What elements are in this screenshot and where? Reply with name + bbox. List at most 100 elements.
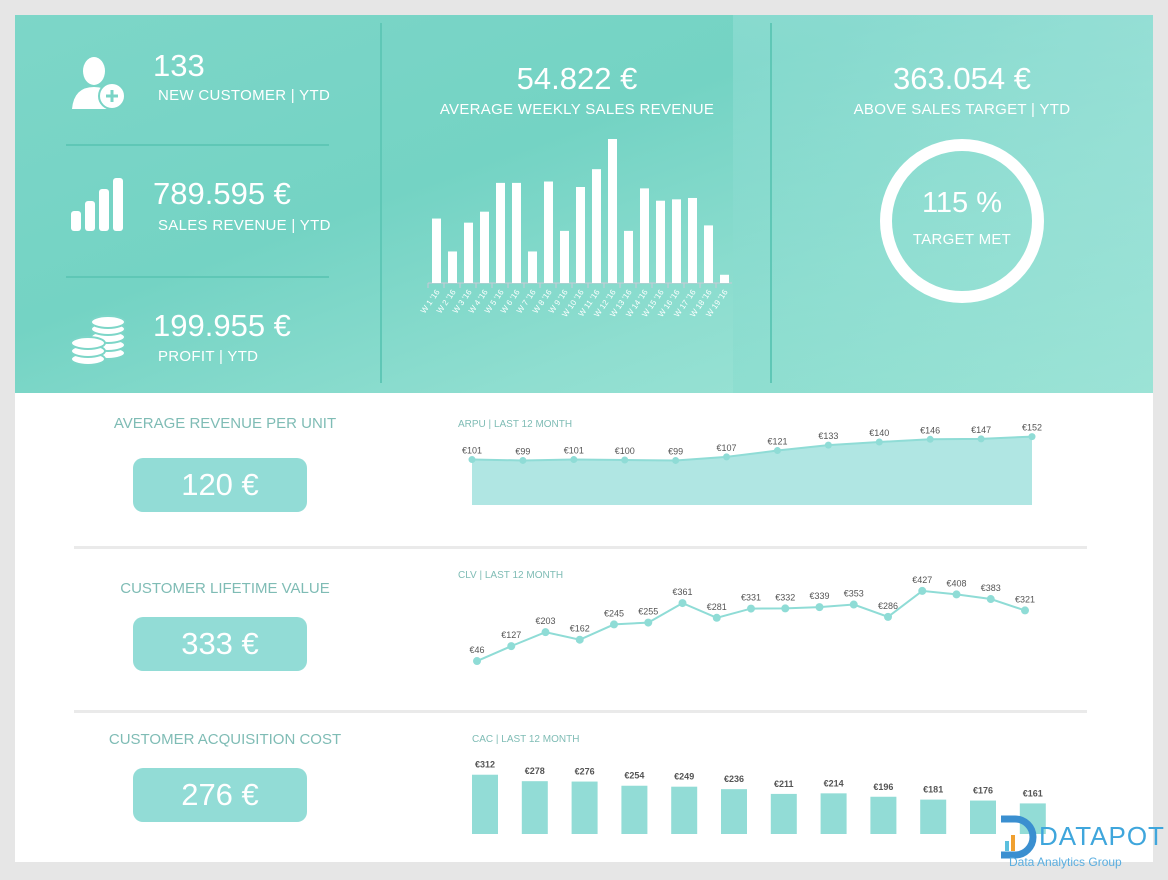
data-point <box>507 642 516 651</box>
data-label: €331 <box>741 593 761 603</box>
data-label: €181 <box>923 785 943 795</box>
data-point <box>473 657 481 666</box>
bar <box>671 786 698 834</box>
bar <box>448 251 457 283</box>
data-label: €408 <box>946 578 966 588</box>
target-met-label: TARGET MET <box>912 231 1012 248</box>
clv-title: CUSTOMER LIFETIME VALUE <box>120 580 330 597</box>
arpu-chart-title: ARPU | LAST 12 MONTH <box>458 419 573 430</box>
bar <box>608 139 617 283</box>
data-label: €254 <box>624 771 644 781</box>
data-point <box>875 438 883 446</box>
divider <box>66 144 329 146</box>
bar <box>820 793 847 834</box>
bar <box>621 785 648 834</box>
data-point <box>773 447 781 455</box>
bar <box>592 169 601 283</box>
bar <box>528 251 537 283</box>
bar <box>571 781 598 834</box>
data-point <box>678 599 687 608</box>
data-label: €214 <box>824 778 844 788</box>
data-point <box>918 586 927 595</box>
bar <box>970 800 996 834</box>
data-point <box>986 595 995 604</box>
data-point <box>884 612 892 621</box>
data-label: €127 <box>501 630 521 640</box>
data-label: €99 <box>515 446 530 456</box>
cac-chart-title: CAC | LAST 12 MONTH <box>472 734 580 745</box>
bar <box>704 225 713 283</box>
data-point <box>824 441 832 449</box>
data-label: €339 <box>809 591 829 601</box>
data-point <box>672 456 680 464</box>
above-target-label: ABOVE SALES TARGET | YTD <box>853 101 1071 118</box>
data-label: €278 <box>525 766 545 776</box>
data-label: €427 <box>912 575 932 585</box>
bar <box>560 230 569 283</box>
data-point <box>575 635 584 644</box>
data-point <box>815 603 824 612</box>
data-label: €361 <box>672 587 692 597</box>
weekly-sales-chart: W 1 '16W 2 '16W 3 '16W 4 '16W 5 '16W 6 '… <box>419 139 732 319</box>
data-point <box>747 604 755 613</box>
data-point <box>570 456 578 464</box>
bar <box>640 188 649 283</box>
data-point <box>1021 606 1029 615</box>
new-customer-value: 133 <box>153 48 205 83</box>
logo-mark-icon <box>1001 815 1037 859</box>
clv-chart-title: CLV | LAST 12 MONTH <box>458 570 564 581</box>
data-label: €281 <box>707 602 727 612</box>
avg-weekly-label: AVERAGE WEEKLY SALES REVENUE <box>439 101 715 118</box>
coins-icon <box>70 315 126 366</box>
data-label: €46 <box>469 645 484 655</box>
data-label: €249 <box>674 772 694 782</box>
data-point <box>519 456 527 464</box>
cac-value: 276 € <box>133 768 307 822</box>
data-label: €196 <box>873 782 893 792</box>
bar <box>464 222 473 283</box>
data-label: €203 <box>535 616 555 626</box>
avg-weekly-value: 54.822 € <box>516 61 638 96</box>
data-point <box>541 628 550 637</box>
clv-value: 333 € <box>133 617 307 671</box>
sales-revenue-value: 789.595 € <box>153 176 291 211</box>
bar <box>720 274 729 283</box>
data-label: €245 <box>604 608 624 618</box>
dashboard: 133 NEW CUSTOMER | YTD 789.595 € SALES R… <box>15 15 1153 862</box>
data-label: €101 <box>462 446 482 456</box>
bar <box>576 187 585 283</box>
bar <box>432 218 441 283</box>
profit-label: PROFIT | YTD <box>158 348 259 365</box>
bar <box>920 799 947 834</box>
data-point <box>1028 433 1036 441</box>
divider <box>380 23 382 383</box>
divider <box>66 276 329 278</box>
divider <box>74 710 1087 713</box>
target-ring <box>880 139 1044 303</box>
bar <box>521 781 548 834</box>
data-point <box>644 618 653 627</box>
data-point <box>610 620 618 629</box>
bar <box>672 199 681 283</box>
data-point <box>926 435 934 443</box>
arpu-title: AVERAGE REVENUE PER UNIT <box>113 415 337 432</box>
bar <box>480 211 489 283</box>
divider <box>74 546 1087 549</box>
bar <box>656 200 665 283</box>
arpu-value: 120 € <box>133 458 307 512</box>
data-point <box>849 600 858 609</box>
data-point <box>723 453 731 461</box>
bar <box>544 181 553 283</box>
data-label: €332 <box>775 592 795 602</box>
bar <box>688 197 697 283</box>
bar <box>472 774 498 834</box>
data-label: €140 <box>869 428 889 438</box>
data-point <box>468 456 476 464</box>
arpu-line <box>471 435 1033 462</box>
data-label: €133 <box>818 431 838 441</box>
data-label: €101 <box>564 446 584 456</box>
bar <box>496 182 505 283</box>
data-label: €211 <box>774 779 794 789</box>
bar <box>770 793 797 834</box>
above-target-value: 363.054 € <box>893 61 1031 96</box>
